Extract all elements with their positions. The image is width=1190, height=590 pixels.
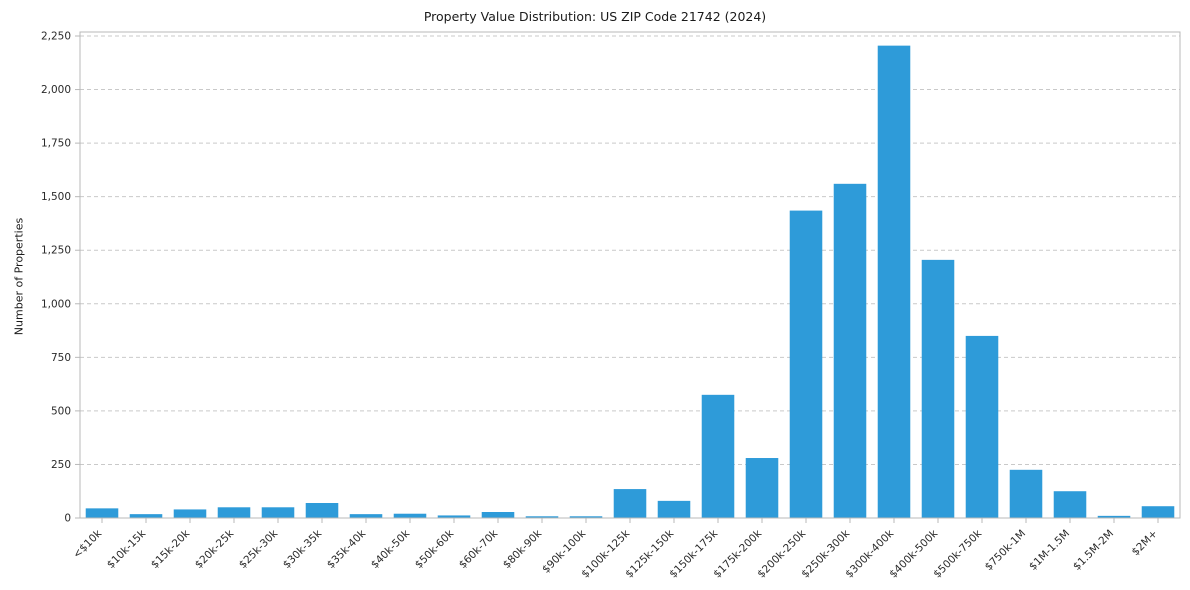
bar	[1053, 491, 1087, 518]
bar	[613, 489, 647, 518]
x-tick-label: <$10k	[71, 527, 105, 561]
bar	[1097, 515, 1131, 518]
bar	[657, 500, 691, 518]
x-tick-label: $80k-90k	[501, 527, 545, 571]
x-tick-label: $15k-20k	[149, 527, 193, 571]
x-tick-label: $30k-35k	[281, 527, 325, 571]
x-tick-label: $500k-750k	[931, 527, 984, 580]
bar	[789, 210, 823, 518]
y-tick-label: 0	[64, 513, 71, 525]
x-tick-label: $1.5M-2M	[1071, 528, 1116, 573]
x-tick-label: $25k-30k	[237, 527, 281, 571]
x-tick-label: $35k-40k	[325, 527, 369, 571]
y-tick-label: 1,750	[41, 138, 71, 150]
x-tick-label: $2M+	[1130, 528, 1161, 559]
bar	[437, 515, 471, 518]
x-tick-label: $40k-50k	[369, 527, 413, 571]
x-tick-label: $1M-1.5M	[1027, 528, 1072, 573]
bar	[701, 394, 735, 518]
x-tick-label: $20k-25k	[193, 527, 237, 571]
y-tick-label: 500	[51, 405, 71, 417]
y-tick-label: 250	[51, 459, 71, 471]
bar	[173, 509, 207, 518]
bar	[393, 513, 427, 518]
x-tick-label: $10k-15k	[105, 527, 149, 571]
x-tick-label: $750k-1M	[983, 528, 1028, 573]
plot-frame	[79, 31, 1181, 519]
y-tick-label: 1,000	[41, 298, 71, 310]
y-tick-label: 2,000	[41, 84, 71, 96]
bar	[261, 507, 295, 518]
bar	[745, 458, 779, 518]
chart-title: Property Value Distribution: US ZIP Code…	[423, 9, 767, 24]
bar	[217, 507, 251, 518]
bar	[349, 514, 383, 518]
bar	[525, 516, 559, 518]
x-tick-label: $50k-60k	[413, 527, 457, 571]
y-tick-label: 2,250	[41, 31, 71, 43]
bar	[85, 508, 119, 518]
y-tick-label: 1,500	[41, 191, 71, 203]
bar	[921, 259, 955, 518]
bar	[1141, 506, 1175, 518]
bar	[569, 516, 603, 518]
bar	[833, 183, 867, 518]
bar	[129, 514, 163, 518]
y-tick-label: 1,250	[41, 245, 71, 257]
x-tick-label: $60k-70k	[457, 527, 501, 571]
bar	[481, 512, 515, 518]
bar	[305, 503, 339, 518]
y-tick-label: 750	[51, 352, 71, 364]
bar	[877, 45, 911, 518]
bar	[965, 335, 999, 518]
bar	[1009, 469, 1043, 518]
